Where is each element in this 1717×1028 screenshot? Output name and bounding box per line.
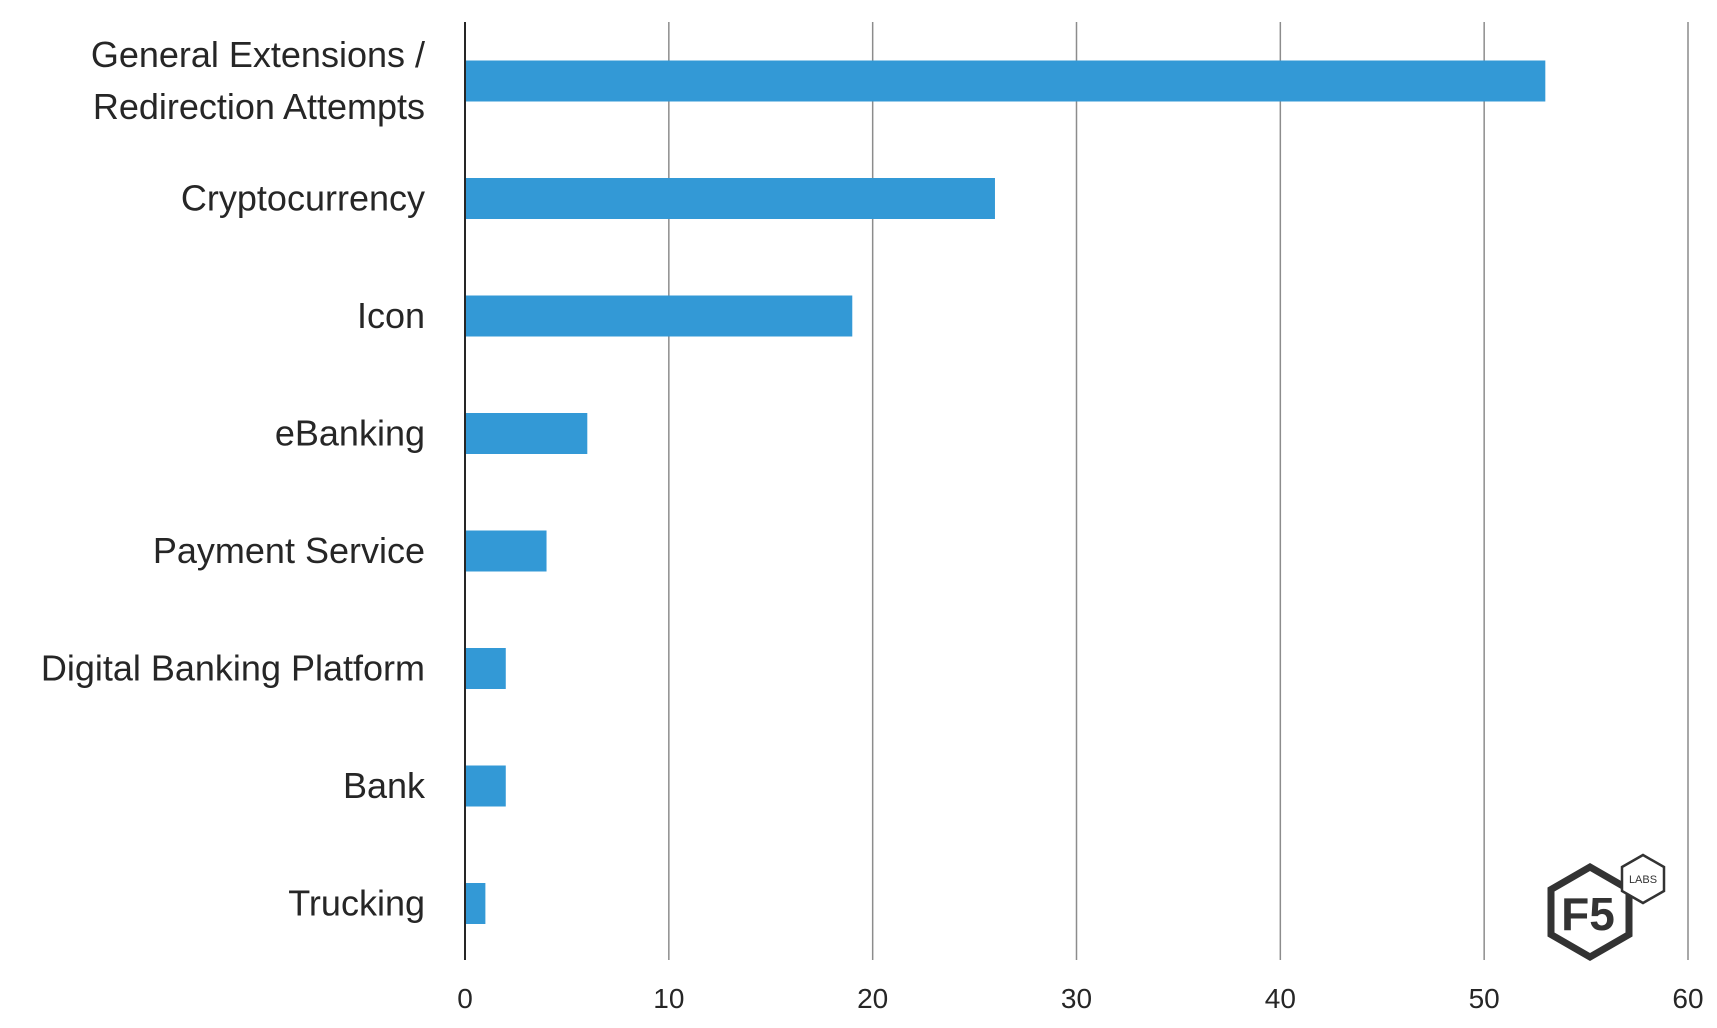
category-label-line: Icon	[357, 295, 425, 336]
bars	[465, 60, 1546, 924]
category-label-line: General Extensions /	[91, 34, 425, 75]
category-label-line: Trucking	[288, 883, 425, 924]
x-tick-label: 50	[1469, 983, 1500, 1014]
category-label-line: Cryptocurrency	[181, 178, 425, 219]
category-label: Icon	[357, 295, 425, 336]
bar	[465, 178, 995, 219]
category-label: eBanking	[275, 413, 425, 454]
bar	[465, 60, 1546, 102]
category-label: Digital Banking Platform	[41, 648, 425, 689]
x-tick-label: 30	[1061, 983, 1092, 1014]
category-label-line: Digital Banking Platform	[41, 648, 425, 689]
category-label: Cryptocurrency	[181, 178, 425, 219]
x-tick-labels: 0 10 20 30 40 50 60	[457, 983, 1703, 1014]
category-label: Bank	[343, 765, 426, 806]
logo-badge: LABS	[1620, 853, 1666, 905]
bar	[465, 883, 486, 924]
x-tick-label: 20	[857, 983, 888, 1014]
x-tick-label: 10	[653, 983, 684, 1014]
logo-main-text: F5	[1561, 888, 1615, 940]
logo-badge-text: LABS	[1629, 874, 1657, 886]
x-tick-label: 40	[1265, 983, 1296, 1014]
bar	[465, 648, 506, 689]
category-label-line: Payment Service	[153, 530, 425, 571]
bar	[465, 295, 853, 337]
category-label-line: eBanking	[275, 413, 425, 454]
category-labels: General Extensions / Redirection Attempts…	[41, 34, 426, 924]
bar	[465, 530, 547, 572]
category-label-line: Bank	[343, 765, 426, 806]
category-label-line: Redirection Attempts	[93, 86, 425, 127]
category-label: Payment Service	[153, 530, 425, 571]
logo-badge-hexagon	[1620, 853, 1666, 905]
f5-labs-logo: F5 LABS	[1547, 853, 1666, 962]
bar	[465, 765, 506, 807]
category-label: Trucking	[288, 883, 425, 924]
gridlines	[668, 22, 1689, 960]
x-tick-label: 60	[1672, 983, 1703, 1014]
category-label: General Extensions / Redirection Attempts	[91, 34, 425, 127]
bar	[465, 413, 588, 454]
x-tick-label: 0	[457, 983, 473, 1014]
